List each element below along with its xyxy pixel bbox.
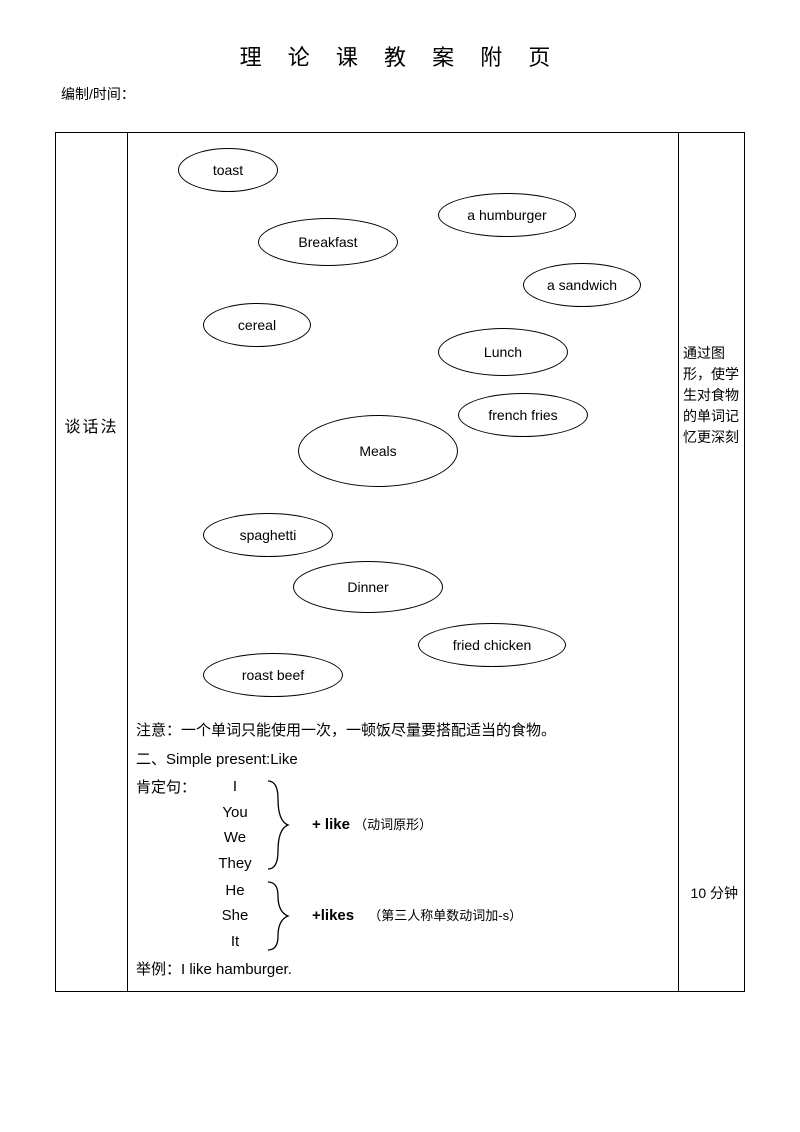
verb1-note: （动词原形） xyxy=(354,817,432,832)
diagram-node-dinner: Dinner xyxy=(293,561,443,613)
content-table: 谈话法 toast Breakfast a humburger a sandwich c… xyxy=(55,132,745,992)
diagram-node-spaghetti: spaghetti xyxy=(203,513,333,557)
page-title: 理 论 课 教 案 附 页 xyxy=(55,40,745,72)
word-diagram: toast Breakfast a humburger a sandwich cerea… xyxy=(128,133,678,703)
pronoun: They xyxy=(206,851,264,877)
diagram-node-friedchicken: fried chicken xyxy=(418,623,566,667)
section-title: 二、Simple present:Like xyxy=(136,746,674,775)
diagram-node-meals: Meals xyxy=(298,415,458,487)
pronoun: We xyxy=(206,825,264,851)
column-content: toast Breakfast a humburger a sandwich cerea… xyxy=(128,133,679,992)
diagram-node-breakfast: Breakfast xyxy=(258,218,398,266)
side-note-time: 10 分钟 xyxy=(691,883,738,904)
verb-phrase-2: +likes （第三人称单数动词加-s） xyxy=(312,902,522,931)
example-text: 举例：I like hamburger. xyxy=(136,956,674,985)
verb2-note: （第三人称单数动词加-s） xyxy=(368,908,522,923)
verb1: + like xyxy=(312,816,350,833)
pronoun: I xyxy=(206,774,264,800)
compiled-label: 编制/时间： xyxy=(61,84,745,104)
diagram-node-hamburger: a humburger xyxy=(438,193,576,237)
pronoun: He xyxy=(206,878,264,904)
diagram-node-frenchfries: french fries xyxy=(458,393,588,437)
diagram-node-lunch: Lunch xyxy=(438,328,568,376)
brace-icon xyxy=(264,876,294,956)
method-label: 谈话法 xyxy=(64,133,119,437)
column-notes: 通过图形，使学生对食物的单词记忆更深刻 10 分钟 xyxy=(679,133,745,992)
diagram-node-sandwich: a sandwich xyxy=(523,263,641,307)
diagram-node-toast: toast xyxy=(178,148,278,192)
verb-phrase-1: + like （动词原形） xyxy=(312,811,432,840)
diagram-node-roastbeef: roast beef xyxy=(203,653,343,697)
affirmative-row: 肯定句： IYouWeThey + like （动词原形） xyxy=(136,774,674,876)
column-method: 谈话法 xyxy=(56,133,128,992)
pronoun: It xyxy=(206,929,264,955)
brace-icon xyxy=(264,775,294,875)
verb2: +likes xyxy=(312,907,354,924)
pronoun-group-2: HeSheIt xyxy=(206,878,264,955)
diagram-node-cereal: cereal xyxy=(203,303,311,347)
text-content: 注意：一个单词只能使用一次，一顿饭尽量要搭配适当的食物。 二、Simple pr… xyxy=(128,703,678,991)
pronoun-group-1: IYouWeThey xyxy=(206,774,264,876)
pronoun: You xyxy=(206,800,264,826)
side-note-1: 通过图形，使学生对食物的单词记忆更深刻 xyxy=(683,343,740,448)
affirmative-label: 肯定句： xyxy=(136,774,206,803)
pronoun: She xyxy=(206,903,264,929)
third-person-row: HeSheIt +likes （第三人称单数动词加-s） xyxy=(136,876,674,956)
note-text: 注意：一个单词只能使用一次，一顿饭尽量要搭配适当的食物。 xyxy=(136,717,674,746)
